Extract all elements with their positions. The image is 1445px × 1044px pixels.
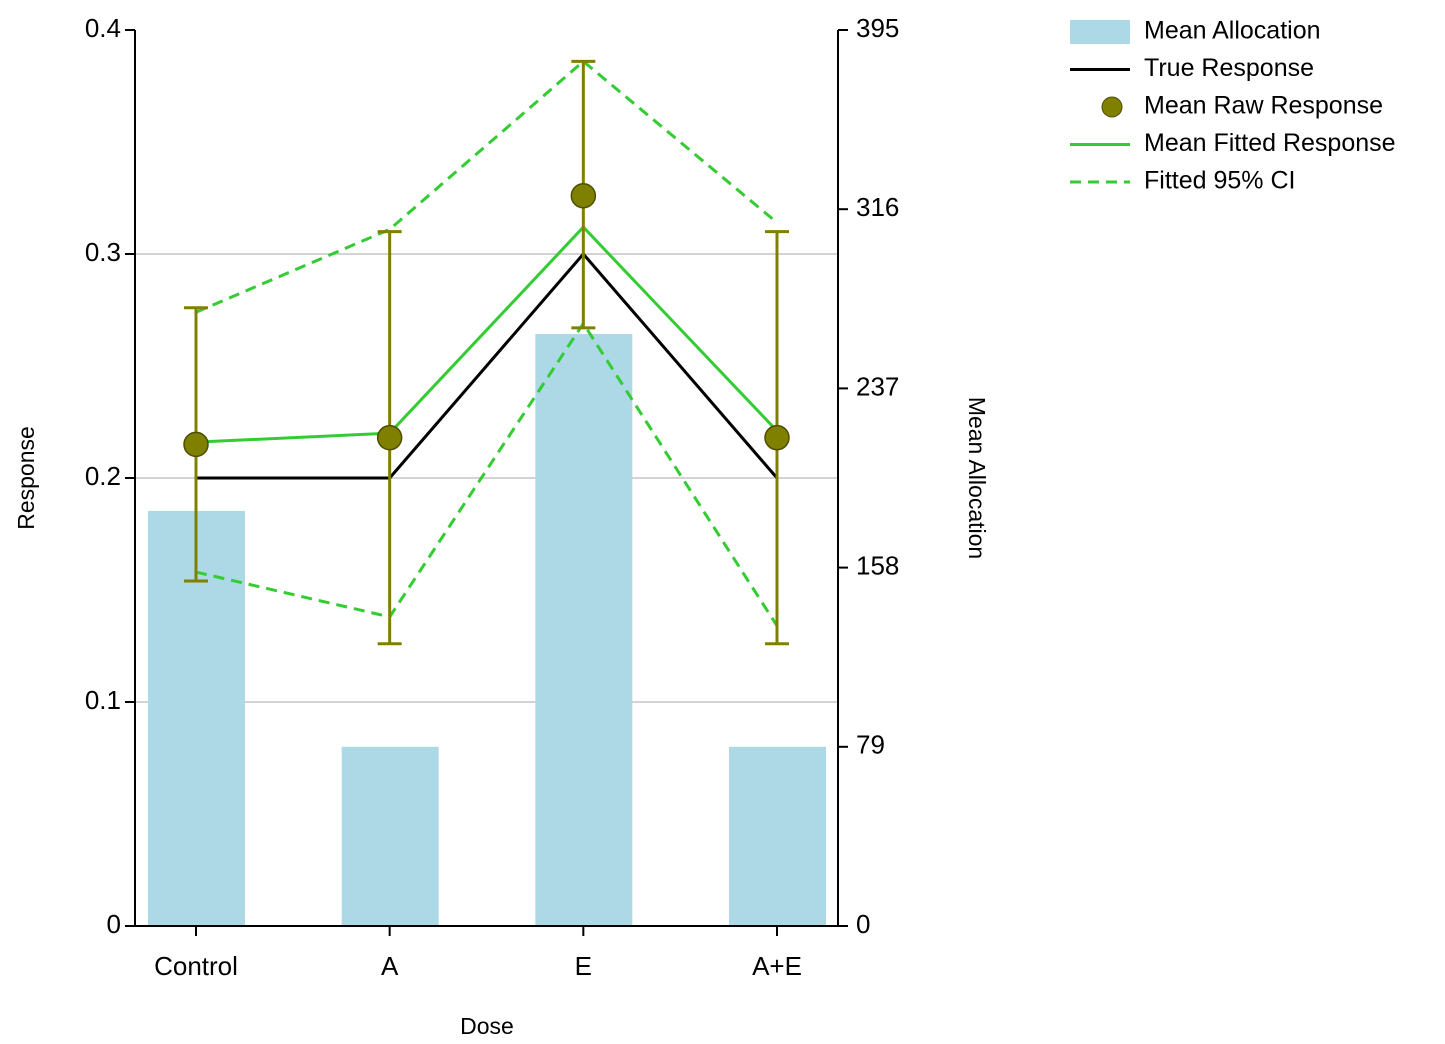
x-tick-label: A+E	[752, 951, 802, 981]
x-tick-label: Control	[154, 951, 238, 981]
legend-swatch	[1101, 96, 1123, 118]
bar	[535, 333, 633, 927]
line	[195, 224, 779, 444]
y2-tick-label: 158	[856, 550, 899, 580]
y-tick-label: 0.3	[85, 237, 121, 267]
marker	[570, 183, 597, 209]
legend-label: True Response	[1144, 54, 1314, 82]
bar	[341, 746, 439, 926]
line	[196, 251, 779, 480]
y-tick-label: 0.2	[85, 461, 121, 491]
legend-label: Mean Fitted Response	[1144, 129, 1396, 157]
x-tick-label: E	[575, 951, 592, 981]
y-tick-label: 0.1	[85, 685, 121, 715]
x-tick-label: A	[381, 951, 399, 981]
y2-axis-label: Mean Allocation	[964, 397, 990, 559]
y2-tick-label: 0	[856, 909, 870, 939]
ci-line	[195, 59, 778, 314]
y2-tick-label: 237	[856, 371, 899, 401]
y2-tick-label: 395	[856, 13, 899, 43]
bar	[729, 746, 826, 926]
y-tick-label: 0	[107, 909, 121, 939]
legend-label: Mean Raw Response	[1144, 92, 1383, 120]
marker	[183, 431, 209, 458]
y2-tick-label: 316	[856, 192, 899, 222]
y-tick-label: 0.4	[85, 13, 121, 43]
y2-tick-label: 79	[856, 730, 885, 760]
marker	[376, 424, 403, 451]
legend-swatch	[1070, 20, 1130, 44]
ci-line	[195, 320, 779, 627]
x-axis-label: Dose	[460, 1013, 514, 1039]
legend-label: Mean Allocation	[1144, 17, 1321, 45]
y-axis-label: Response	[13, 426, 39, 530]
marker	[764, 424, 790, 451]
legend-label: Fitted 95% CI	[1144, 167, 1295, 195]
